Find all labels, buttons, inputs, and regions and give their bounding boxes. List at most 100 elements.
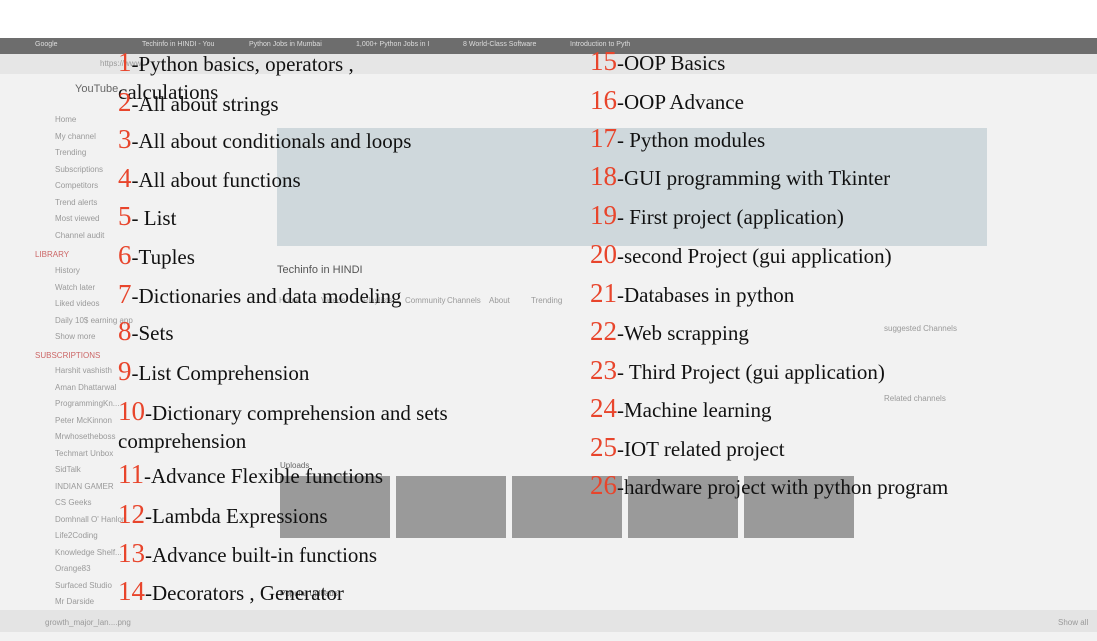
sidebar-item[interactable]: Home (55, 115, 77, 124)
topic-number: 17 (590, 123, 617, 153)
browser-tab[interactable]: Python Jobs in Mumbai (249, 41, 322, 48)
topic-text: -All about strings (131, 92, 279, 116)
topic-text: -OOP Basics (617, 51, 726, 75)
sidebar-item[interactable]: Most viewed (55, 214, 100, 223)
channel-tab[interactable]: Playlists (363, 296, 393, 305)
topic-text: -Tuples (131, 245, 195, 269)
sidebar-item[interactable]: My channel (55, 131, 96, 141)
subscription-item[interactable]: Aman Dhattarwal (55, 382, 117, 392)
topic-item: 21-Databases in python (590, 279, 794, 309)
browser-tab[interactable]: Introduction to Pyth (570, 41, 631, 48)
sidebar-item[interactable]: Trend alerts (55, 197, 98, 207)
subscription-item[interactable]: Harshit vashisth (55, 366, 112, 375)
video-thumbnail[interactable] (396, 476, 506, 538)
topic-item: 24-Machine learning (590, 394, 772, 424)
topic-number: 14 (118, 576, 145, 606)
topic-number: 21 (590, 278, 617, 308)
subscription-item[interactable]: Mr Darside (55, 597, 95, 606)
topic-number: 12 (118, 499, 145, 529)
topic-number: 25 (590, 432, 617, 462)
topic-text: -Dictionary comprehension and sets compr… (118, 401, 448, 453)
topic-item: 23- Third Project (gui application) (590, 356, 885, 386)
topic-item: 6-Tuples (118, 241, 195, 271)
url[interactable]: https://www (100, 59, 142, 68)
browser-tab[interactable]: Techinfo in HINDI - You (142, 41, 215, 48)
topic-number: 23 (590, 355, 617, 385)
channel-tab[interactable]: Home (279, 296, 301, 305)
video-thumbnail[interactable] (280, 476, 390, 538)
channel-tab[interactable]: Channels (447, 296, 481, 305)
topic-number: 1 (118, 47, 132, 77)
video-thumbnail[interactable] (628, 476, 738, 538)
topic-number: 24 (590, 393, 617, 423)
library-item[interactable]: Show more (55, 332, 96, 341)
topic-text: -GUI programming with Tkinter (617, 166, 891, 190)
subscription-item[interactable]: Life2Coding (55, 531, 98, 540)
screen: Google Techinfo in HINDI - You Python Jobs… (0, 38, 1097, 641)
channel-name: Techinfo in HINDI (277, 264, 363, 276)
topic-number: 13 (118, 538, 145, 568)
channel-tab[interactable]: Videos (321, 296, 346, 305)
topic-text: -All about functions (131, 168, 301, 192)
sidebar-item[interactable]: Trending (55, 148, 87, 157)
sidebar-item[interactable]: Competitors (55, 181, 99, 190)
topic-number: 26 (590, 470, 617, 500)
browser-tab[interactable]: 1,000+ Python Jobs in I (356, 41, 430, 48)
topic-text: -Advance Flexible functions (144, 464, 384, 488)
topic-item: 8-Sets (118, 317, 174, 347)
topic-item: 19- First project (application) (590, 201, 844, 231)
subscription-item[interactable]: Knowledge Shelf... (55, 547, 122, 557)
download-item[interactable]: growth_major_lan....png (45, 618, 131, 627)
show-all[interactable]: Show all (1058, 618, 1089, 627)
library-item[interactable]: Watch later (55, 282, 96, 292)
topic-item: 16-OOP Advance (590, 86, 744, 116)
topic-number: 16 (590, 85, 617, 115)
topic-text: -Web scrapping (617, 321, 749, 345)
topic-number: 10 (118, 396, 145, 426)
topic-text: - Third Project (gui application) (617, 360, 885, 384)
topic-number: 6 (118, 240, 132, 270)
topic-item: 2-All about strings (118, 88, 279, 118)
topic-number: 5 (118, 201, 132, 231)
browser-tab[interactable]: 8 World-Class Software (463, 41, 537, 48)
subscription-item[interactable]: Surfaced Studio (55, 580, 112, 590)
video-thumbnail[interactable] (512, 476, 622, 538)
topic-item: 5- List (118, 202, 176, 232)
sidebar-item[interactable]: Channel audit (55, 230, 105, 240)
topic-text: -Decorators , Generator (145, 581, 344, 605)
library-item[interactable]: History (55, 266, 80, 275)
subscription-item[interactable]: ProgrammingKn... (55, 399, 120, 408)
uploads-heading: Uploads (280, 461, 310, 470)
topic-text: -Databases in python (617, 283, 795, 307)
subscription-item[interactable]: INDIAN GAMER (55, 481, 114, 491)
topic-number: 18 (590, 161, 617, 191)
subscription-item[interactable]: Peter McKinnon (55, 415, 112, 425)
address-bar: https://www (0, 54, 1097, 74)
sidebar-item[interactable]: Subscriptions (55, 164, 104, 174)
topic-text: -Lambda Expressions (145, 504, 328, 528)
channel-tab[interactable]: Community (405, 296, 446, 305)
subscription-item[interactable]: CS Geeks (55, 498, 92, 507)
topic-item: 20-second Project (gui application) (590, 240, 892, 270)
subscription-item[interactable]: Techmart Unbox (55, 448, 114, 458)
video-thumbnail[interactable] (744, 476, 854, 538)
channel-tab[interactable]: Trending (531, 296, 563, 305)
subscription-item[interactable]: Mrwhosetheboss (55, 432, 116, 441)
topic-item: 11-Advance Flexible functions (118, 460, 383, 490)
topic-item: 15-OOP Basics (590, 47, 725, 77)
library-item[interactable]: Liked videos (55, 299, 100, 308)
subscription-item[interactable]: Orange83 (55, 564, 91, 573)
subscription-item[interactable]: SidTalk (55, 465, 81, 474)
topic-item: 22-Web scrapping (590, 317, 749, 347)
topic-item: 17- Python modules (590, 124, 765, 154)
subscription-item[interactable]: Domhnall O' Hanlon (55, 514, 127, 524)
topic-text: -Machine learning (617, 398, 772, 422)
topic-text: -All about conditionals and loops (131, 129, 412, 153)
browser-tab[interactable]: Google (35, 41, 58, 48)
topic-item: 4-All about functions (118, 164, 301, 194)
logo[interactable]: YouTube (75, 83, 119, 95)
library-item[interactable]: Daily 10$ earning app (55, 315, 133, 325)
channel-tab[interactable]: About (489, 296, 510, 305)
topic-text: -Dictionaries and data modeling (131, 284, 402, 308)
topic-text: -IOT related project (617, 437, 785, 461)
